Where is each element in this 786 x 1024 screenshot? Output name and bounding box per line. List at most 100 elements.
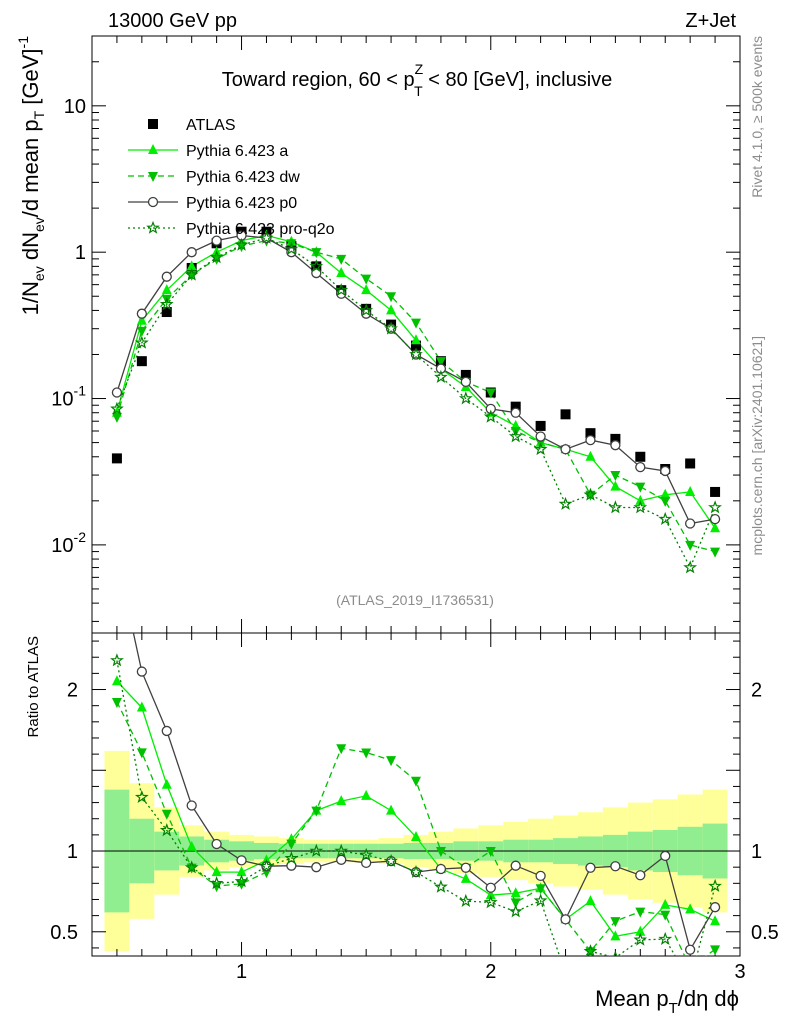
point-pythia-6-423-a-2 bbox=[161, 284, 172, 295]
point-pythia-6-423-pro-q2o-11 bbox=[384, 321, 398, 335]
ratio-point-pythia-6-423-pro-q2o-12 bbox=[409, 864, 423, 878]
ratio-point-pythia-6-423-dw-13 bbox=[435, 847, 446, 858]
point-pythia-6-423-a-1 bbox=[136, 314, 147, 325]
rivet-label: Rivet 4.1.0, ≥ 500k events bbox=[749, 36, 765, 198]
ratio-tick-label: 2 bbox=[67, 680, 78, 702]
line-pythia-6-423-a bbox=[116, 234, 716, 529]
point-pythia-6-423-pro-q2o-21 bbox=[633, 500, 648, 514]
ratio-point-pythia-6-423-p0-4 bbox=[211, 838, 222, 850]
point-pythia-6-423-pro-q2o-15 bbox=[483, 409, 498, 423]
point-pythia-6-423-pro-q2o-3 bbox=[184, 267, 199, 281]
legend-marker-pythia-6-423-dw bbox=[148, 172, 158, 182]
ratio-point-pythia-6-423-pro-q2o-19 bbox=[583, 944, 598, 956]
analysis-id: (ATLAS_2019_I1736531) bbox=[336, 592, 494, 608]
y-tick-label: 1 bbox=[75, 242, 86, 264]
ratio-tick-label-right: 0.5 bbox=[751, 922, 779, 944]
legend-label-pythia-6-423-a: Pythia 6.423 a bbox=[186, 143, 288, 160]
ratio-point-pythia-6-423-a-11 bbox=[386, 804, 397, 815]
markers-pythia-6-423-dw bbox=[111, 236, 721, 558]
point-pythia-6-423-pro-q2o-0 bbox=[110, 401, 124, 415]
ratio-markers-pythia-6-423-p0 bbox=[112, 553, 721, 955]
point-atlas-21 bbox=[635, 451, 646, 462]
legend-entry-pythia-6-423-pro-q2o: Pythia 6.423 pro-q2o bbox=[128, 220, 335, 238]
ratio-point-pythia-6-423-pro-q2o-4 bbox=[209, 876, 224, 890]
ratio-point-pythia-6-423-p0-0 bbox=[112, 553, 121, 562]
ratio-point-pythia-6-423-pro-q2o-2 bbox=[159, 823, 174, 837]
ratio-point-pythia-6-423-a-19 bbox=[585, 895, 596, 906]
point-pythia-6-423-p0-0 bbox=[111, 387, 123, 398]
ratio-tick-label-right: 2 bbox=[751, 680, 762, 702]
point-pythia-6-423-p0-22 bbox=[660, 465, 671, 477]
mcplots-label: mcplots.cern.ch [arXiv:2401.10621] bbox=[749, 336, 765, 555]
point-pythia-6-423-a-19 bbox=[585, 450, 596, 461]
point-pythia-6-423-a-9 bbox=[336, 267, 347, 278]
point-pythia-6-423-dw-8 bbox=[311, 248, 322, 259]
ratio-point-pythia-6-423-p0-3 bbox=[186, 800, 197, 811]
ratio-point-pythia-6-423-dw-2 bbox=[161, 809, 172, 820]
ratio-point-pythia-6-423-a-12 bbox=[411, 830, 421, 841]
ratio-point-pythia-6-423-pro-q2o-1 bbox=[134, 789, 149, 804]
point-atlas-1 bbox=[136, 356, 147, 367]
ratio-point-pythia-6-423-p0-10 bbox=[361, 857, 372, 868]
ratio-point-pythia-6-423-p0-21 bbox=[635, 870, 646, 881]
ratio-point-pythia-6-423-dw-23 bbox=[685, 964, 695, 974]
ratio-point-pythia-6-423-a-5 bbox=[236, 866, 247, 877]
header-right: Z+Jet bbox=[685, 10, 736, 32]
legend-label-pythia-6-423-dw: Pythia 6.423 dw bbox=[186, 169, 300, 186]
ratio-point-pythia-6-423-pro-q2o-13 bbox=[434, 879, 448, 893]
markers-pythia-6-423-a bbox=[111, 229, 721, 533]
ratio-point-pythia-6-423-pro-q2o-17 bbox=[533, 893, 548, 907]
ratio-point-pythia-6-423-pro-q2o-7 bbox=[284, 851, 299, 865]
point-pythia-6-423-p0-24 bbox=[709, 513, 721, 525]
ratio-point-pythia-6-423-p0-1 bbox=[136, 666, 147, 677]
point-pythia-6-423-p0-14 bbox=[460, 376, 471, 388]
y-tick-label: 10-2 bbox=[51, 529, 86, 557]
ratio-point-pythia-6-423-a-3 bbox=[186, 840, 197, 851]
point-pythia-6-423-dw-1 bbox=[136, 326, 147, 337]
point-atlas-12 bbox=[411, 340, 421, 351]
legend-marker-pythia-6-423-p0 bbox=[147, 196, 159, 208]
ratio-point-pythia-6-423-p0-13 bbox=[435, 863, 447, 875]
point-pythia-6-423-pro-q2o-13 bbox=[434, 369, 448, 384]
legend-entry-pythia-6-423-p0: Pythia 6.423 p0 bbox=[128, 195, 297, 212]
legend-marker-pythia-6-423-pro-q2o bbox=[146, 220, 160, 234]
ratio-tick-label: 0.5 bbox=[50, 922, 78, 944]
point-pythia-6-423-a-24 bbox=[710, 522, 721, 533]
ratio-point-pythia-6-423-a-9 bbox=[336, 795, 347, 806]
ratio-point-pythia-6-423-pro-q2o-20 bbox=[608, 950, 623, 956]
point-atlas-18 bbox=[560, 409, 571, 420]
ratio-point-pythia-6-423-a-21 bbox=[635, 925, 646, 936]
point-pythia-6-423-dw-15 bbox=[485, 388, 496, 399]
ratio-point-pythia-6-423-dw-11 bbox=[386, 756, 397, 767]
point-pythia-6-423-pro-q2o-4 bbox=[209, 250, 224, 264]
point-atlas-14 bbox=[460, 369, 471, 380]
point-atlas-20 bbox=[610, 433, 621, 444]
point-pythia-6-423-pro-q2o-18 bbox=[558, 496, 573, 510]
point-pythia-6-423-pro-q2o-14 bbox=[458, 391, 473, 405]
ratio-point-pythia-6-423-p0-20 bbox=[610, 861, 621, 872]
ratio-point-pythia-6-423-p0-14 bbox=[460, 862, 471, 873]
point-pythia-6-423-pro-q2o-17 bbox=[533, 442, 548, 456]
ratio-point-pythia-6-423-a-16 bbox=[510, 887, 521, 898]
ratio-point-pythia-6-423-dw-10 bbox=[361, 748, 372, 759]
ratio-point-pythia-6-423-pro-q2o-8 bbox=[309, 843, 324, 857]
point-pythia-6-423-dw-11 bbox=[386, 292, 397, 303]
point-pythia-6-423-p0-2 bbox=[161, 271, 172, 282]
ratio-point-pythia-6-423-pro-q2o-11 bbox=[384, 853, 398, 868]
ratio-point-pythia-6-423-dw-17 bbox=[535, 884, 546, 895]
point-atlas-16 bbox=[510, 401, 521, 412]
point-pythia-6-423-pro-q2o-24 bbox=[708, 500, 722, 514]
ratio-point-pythia-6-423-pro-q2o-5 bbox=[234, 874, 249, 888]
ratio-point-pythia-6-423-p0-2 bbox=[161, 725, 172, 737]
ratio-point-pythia-6-423-p0-17 bbox=[535, 870, 546, 882]
markers-pythia-6-423-pro-q2o bbox=[110, 230, 722, 574]
point-pythia-6-423-a-20 bbox=[610, 480, 621, 491]
point-pythia-6-423-dw-12 bbox=[411, 318, 421, 329]
legend-label-pythia-6-423-p0: Pythia 6.423 p0 bbox=[186, 195, 297, 212]
ratio-y-label: Ratio to ATLAS bbox=[25, 636, 42, 737]
legend-entry-atlas: ATLAS bbox=[148, 117, 236, 134]
legend-label-atlas: ATLAS bbox=[186, 117, 236, 134]
point-pythia-6-423-pro-q2o-6 bbox=[259, 230, 274, 244]
ratio-point-pythia-6-423-pro-q2o-24 bbox=[708, 878, 722, 893]
ratio-tick-label-right: 1 bbox=[751, 841, 762, 863]
